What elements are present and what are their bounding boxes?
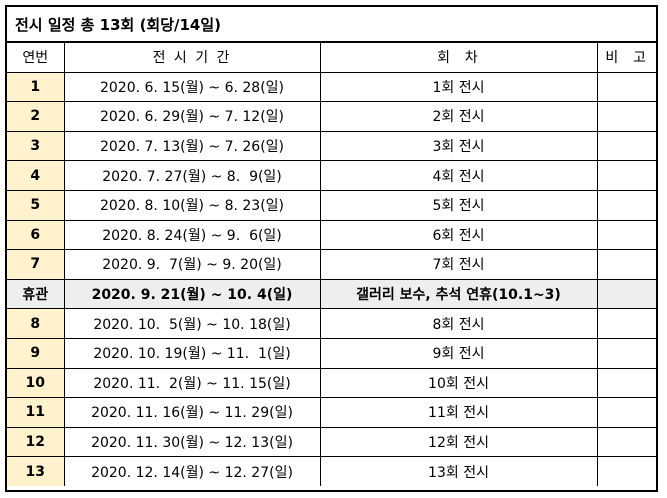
- header-row: 연번 전 시 기 간 회 차 비 고: [7, 43, 656, 73]
- row-round: 6회 전시: [319, 219, 598, 251]
- row-period: 2020. 7. 13(월) ~ 7. 26(일): [63, 130, 321, 162]
- row-period: 2020. 12. 14(월) ~ 12. 27(일): [63, 456, 321, 486]
- row-no: 9: [7, 337, 65, 369]
- row-note: [596, 308, 656, 339]
- row-round: 10회 전시: [319, 367, 598, 399]
- row-round: 7회 전시: [319, 249, 598, 280]
- row-round: 2회 전시: [319, 101, 598, 132]
- row-period: 2020. 10. 19(월) ~ 11. 1(일): [63, 337, 321, 369]
- row-note: [596, 367, 656, 399]
- row-period: 2020. 7. 27(월) ~ 8. 9(일): [63, 160, 321, 191]
- schedule-sheet: 전시 일정 총 13회 (회당/14일) 연번 전 시 기 간 회 차 비 고 …: [5, 5, 658, 492]
- table-row: 11 2020. 11. 16(월) ~ 11. 29(일) 11회 전시: [7, 397, 656, 428]
- row-no: 2: [7, 101, 65, 132]
- table-row: 13 2020. 12. 14(월) ~ 12. 27(일) 13회 전시: [7, 456, 656, 486]
- row-note: [596, 130, 656, 162]
- table-row: 2 2020. 6. 29(월) ~ 7. 12(일) 2회 전시: [7, 101, 656, 132]
- table-row: 4 2020. 7. 27(월) ~ 8. 9(일) 4회 전시: [7, 160, 656, 191]
- row-period: 2020. 8. 10(월) ~ 8. 23(일): [63, 189, 321, 221]
- row-note: [596, 456, 656, 486]
- row-no: 12: [7, 426, 65, 458]
- row-no: 7: [7, 249, 65, 280]
- row-round: 8회 전시: [319, 308, 598, 339]
- row-period: 2020. 6. 29(월) ~ 7. 12(일): [63, 101, 321, 132]
- table-row: 6 2020. 8. 24(월) ~ 9. 6(일) 6회 전시: [7, 219, 656, 251]
- row-note: [596, 397, 656, 428]
- row-round: 9회 전시: [319, 337, 598, 369]
- header-period: 전 시 기 간: [63, 43, 321, 73]
- table-row: 7 2020. 9. 7(월) ~ 9. 20(일) 7회 전시: [7, 249, 656, 280]
- table-row: 1 2020. 6. 15(월) ~ 6. 28(일) 1회 전시: [7, 71, 656, 103]
- row-no: 11: [7, 397, 65, 428]
- row-note: [596, 249, 656, 280]
- row-note: [596, 160, 656, 191]
- table-row: 9 2020. 10. 19(월) ~ 11. 1(일) 9회 전시: [7, 337, 656, 369]
- table-row: 3 2020. 7. 13(월) ~ 7. 26(일) 3회 전시: [7, 130, 656, 162]
- header-no: 연번: [7, 43, 65, 73]
- row-period: 2020. 10. 5(월) ~ 10. 18(일): [63, 308, 321, 339]
- table-row: 12 2020. 11. 30(월) ~ 12. 13(일) 12회 전시: [7, 426, 656, 458]
- table-row: 5 2020. 8. 10(월) ~ 8. 23(일) 5회 전시: [7, 189, 656, 221]
- row-no: 6: [7, 219, 65, 251]
- row-round: 12회 전시: [319, 426, 598, 458]
- row-no: 4: [7, 160, 65, 191]
- row-no: 8: [7, 308, 65, 339]
- row-round: 1회 전시: [319, 71, 598, 103]
- row-period: 2020. 11. 30(월) ~ 12. 13(일): [63, 426, 321, 458]
- table-row: 10 2020. 11. 2(월) ~ 11. 15(일) 10회 전시: [7, 367, 656, 399]
- closure-row: 휴관 2020. 9. 21(월) ~ 10. 4(일) 갤러리 보수, 추석 …: [7, 278, 656, 310]
- row-period: 2020. 6. 15(월) ~ 6. 28(일): [63, 71, 321, 103]
- row-period: 2020. 8. 24(월) ~ 9. 6(일): [63, 219, 321, 251]
- row-no: 휴관: [7, 278, 65, 310]
- header-note: 비 고: [596, 43, 656, 73]
- row-note: [596, 219, 656, 251]
- row-round: 13회 전시: [319, 456, 598, 486]
- table-row: 8 2020. 10. 5(월) ~ 10. 18(일) 8회 전시: [7, 308, 656, 339]
- row-note: [596, 189, 656, 221]
- row-no: 1: [7, 71, 65, 103]
- row-note: [596, 337, 656, 369]
- row-period: 2020. 9. 21(월) ~ 10. 4(일): [63, 278, 321, 310]
- row-no: 10: [7, 367, 65, 399]
- header-round: 회 차: [319, 43, 598, 73]
- row-period: 2020. 11. 16(월) ~ 11. 29(일): [63, 397, 321, 428]
- row-period: 2020. 11. 2(월) ~ 11. 15(일): [63, 367, 321, 399]
- row-note: [596, 71, 656, 103]
- sheet-title: 전시 일정 총 13회 (회당/14일): [7, 7, 656, 43]
- schedule-table: 연번 전 시 기 간 회 차 비 고 1 2020. 6. 15(월) ~ 6.…: [7, 43, 656, 486]
- row-round: 3회 전시: [319, 130, 598, 162]
- row-no: 5: [7, 189, 65, 221]
- row-round: 갤러리 보수, 추석 연휴(10.1~3): [319, 278, 598, 310]
- row-note: [596, 426, 656, 458]
- row-no: 13: [7, 456, 65, 486]
- row-note: [596, 278, 656, 310]
- row-round: 5회 전시: [319, 189, 598, 221]
- row-round: 4회 전시: [319, 160, 598, 191]
- row-period: 2020. 9. 7(월) ~ 9. 20(일): [63, 249, 321, 280]
- row-round: 11회 전시: [319, 397, 598, 428]
- row-no: 3: [7, 130, 65, 162]
- row-note: [596, 101, 656, 132]
